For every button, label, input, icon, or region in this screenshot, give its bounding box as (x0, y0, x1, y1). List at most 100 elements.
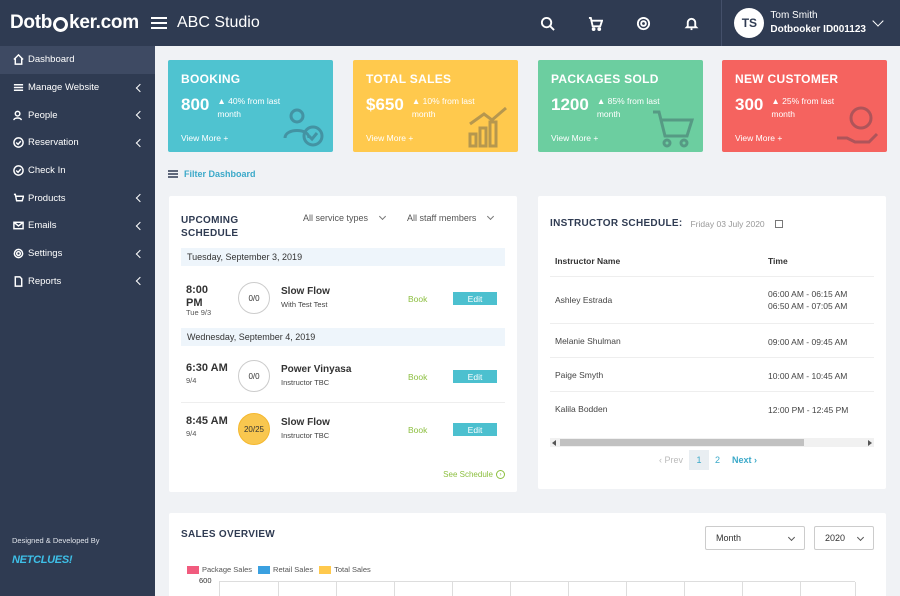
sidebar-item-products[interactable]: Products (0, 184, 155, 212)
page-1-button[interactable]: 1 (689, 450, 710, 470)
shopping-cart-icon (651, 104, 695, 148)
class-time: 8:00 PM (186, 284, 209, 309)
pagination: ‹ Prev 1 2 Next › (653, 450, 763, 470)
sidebar-item-dashboard[interactable]: Dashboard (0, 46, 155, 74)
prev-page-button[interactable]: ‹ Prev (659, 455, 684, 465)
chevron-left-icon (135, 83, 145, 92)
view-more-link[interactable]: View More + (551, 133, 599, 143)
chevron-down-icon (856, 533, 865, 542)
table-row: Kalila Bodden 12:00 PM - 12:45 PM (555, 404, 849, 415)
view-more-link[interactable]: View More + (181, 133, 229, 143)
gear-icon[interactable] (619, 0, 667, 46)
logo[interactable]: Dotb ker.com (10, 12, 139, 33)
next-page-button[interactable]: Next › (732, 455, 758, 465)
list-icon (12, 82, 24, 94)
card-title: NEW CUSTOMER (735, 72, 839, 86)
calendar-icon[interactable] (774, 219, 783, 228)
class-row: 8:45 AM 9/4 20/25 Slow Flow Instructor T… (181, 411, 505, 459)
legend-item[interactable]: Retail Sales (258, 565, 313, 574)
cart-icon (12, 192, 24, 204)
capacity-badge: 20/25 (238, 413, 270, 445)
envelope-icon (12, 220, 24, 232)
chevron-left-icon (135, 221, 145, 231)
class-time: 6:30 AM (186, 362, 228, 374)
edit-button[interactable]: Edit (453, 423, 497, 436)
search-icon[interactable] (523, 0, 571, 46)
chevron-down-icon (787, 533, 796, 542)
edit-button[interactable]: Edit (453, 292, 497, 305)
book-link[interactable]: Book (408, 425, 428, 435)
filter-dashboard-button[interactable]: Filter Dashboard (168, 169, 256, 179)
day-header: Tuesday, September 3, 2019 (181, 248, 505, 266)
sliders-icon (168, 170, 178, 178)
chevron-left-icon (135, 194, 145, 203)
card-title: PACKAGES SOLD (551, 72, 659, 86)
staff-member-select[interactable]: All staff members (407, 212, 495, 223)
growth-chart-icon (466, 104, 510, 148)
view-more-link[interactable]: View More + (366, 133, 414, 143)
chart-legend: Package Sales Retail Sales Total Sales (187, 565, 377, 574)
user-account-id: Dotbooker ID001123 (770, 24, 866, 35)
chevron-left-icon (135, 277, 145, 286)
card-title: TOTAL SALES (366, 72, 452, 86)
divider (181, 402, 505, 403)
horizontal-scrollbar[interactable] (550, 438, 874, 447)
class-row: 8:00 PM Tue 9/3 0/0 Slow Flow With Test T… (181, 280, 505, 328)
sidebar-item-emails[interactable]: Emails (0, 212, 155, 240)
scrollbar-thumb[interactable] (560, 439, 804, 446)
chevron-left-icon (135, 110, 145, 120)
class-name: Power Vinyasa (281, 364, 352, 375)
developer-logo[interactable]: NETCLUES! (12, 554, 73, 566)
gear-icon (12, 248, 24, 260)
cart-icon[interactable] (571, 0, 619, 46)
class-date: 9/4 (186, 376, 197, 385)
chevron-down-icon (487, 212, 495, 221)
card-value: 1200 (551, 95, 589, 114)
sidebar-item-settings[interactable]: Settings (0, 240, 155, 268)
bell-icon[interactable] (667, 0, 715, 46)
scroll-right-icon[interactable] (868, 440, 872, 446)
sidebar-item-people[interactable]: People (0, 101, 155, 129)
sidebar-item-manage-website[interactable]: Manage Website (0, 74, 155, 102)
check-circle-icon (12, 137, 24, 149)
capacity-badge: 0/0 (238, 360, 270, 392)
document-icon (12, 275, 24, 287)
sidebar-item-reservation[interactable]: Reservation (0, 129, 155, 157)
chart-grid (219, 581, 856, 596)
scroll-left-icon[interactable] (552, 440, 556, 446)
edit-button[interactable]: Edit (453, 370, 497, 383)
card-change: ▲ 85% from last month (596, 96, 660, 119)
sidebar-item-reports[interactable]: Reports (0, 268, 155, 296)
year-select[interactable]: 2020 (814, 526, 874, 550)
table-row: Melanie Shulman 09:00 AM - 09:45 AM (550, 324, 874, 358)
panel-title: UPCOMING SCHEDULE (181, 215, 239, 239)
page-2-button[interactable]: 2 (715, 455, 721, 465)
total-sales-card: TOTAL SALES $650 ▲ 10% from last month V… (353, 60, 518, 152)
sales-overview-panel: SALES OVERVIEW Month 2020 Package Sales … (169, 513, 886, 596)
studio-name: ABC Studio (177, 14, 260, 31)
card-change: ▲ 25% from last month (771, 96, 835, 119)
class-date: 9/4 (186, 429, 197, 438)
table-row: Ashley Estrada 06:00 AM - 06:15 AM 06:50 … (550, 277, 874, 324)
user-name: Tom Smith (770, 10, 818, 21)
see-schedule-link[interactable]: See Schedule › (443, 470, 505, 479)
service-type-select[interactable]: All service types (303, 212, 387, 223)
sidebar-item-check-in[interactable]: Check In (0, 157, 155, 185)
booking-card: BOOKING 800 ▲ 40% from last month View M… (168, 60, 333, 152)
legend-item[interactable]: Package Sales (187, 565, 252, 574)
chevron-down-icon (378, 212, 387, 221)
period-select[interactable]: Month (705, 526, 805, 550)
money-hand-icon (835, 104, 879, 148)
class-instructor: With Test Test (281, 300, 328, 309)
book-link[interactable]: Book (408, 372, 428, 382)
user-menu[interactable]: TS Tom Smith Dotbooker ID001123 (721, 0, 900, 46)
view-more-link[interactable]: View More + (735, 133, 783, 143)
book-link[interactable]: Book (408, 294, 428, 304)
legend-item[interactable]: Total Sales (319, 565, 371, 574)
people-icon (12, 109, 24, 121)
card-change: ▲ 40% from last month (217, 96, 281, 119)
table-row: Paige Smyth 10:00 AM - 10:45 AM (550, 358, 874, 392)
card-value: 300 (735, 95, 764, 114)
menu-toggle-icon[interactable] (151, 17, 167, 29)
class-instructor: Instructor TBC (281, 431, 330, 440)
